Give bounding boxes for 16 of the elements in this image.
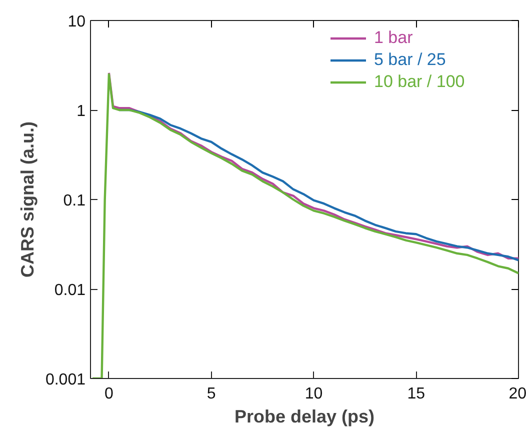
x-tick-label: 15 [407,386,426,402]
y-tick-label: 1 [76,103,86,120]
y-tick-label: 0.01 [54,282,86,299]
x-axis-title: Probe delay (ps) [234,406,375,426]
x-tick-label: 0 [104,386,114,402]
y-axis-title: CARS signal (a.u.) [17,121,38,278]
line-series [108,72,518,260]
x-tick-label: 5 [206,386,216,402]
y-tick-label: 10 [68,14,86,30]
x-tick-label: 10 [304,386,323,402]
y-tick-label: 0.001 [45,372,86,388]
legend-label: 5 bar / 25 [374,50,446,70]
legend-label: 10 bar / 100 [374,72,465,92]
x-tick-label: 20 [508,386,526,402]
y-tick-label: 0.1 [63,192,86,210]
legend-label: 1 bar [374,28,413,48]
